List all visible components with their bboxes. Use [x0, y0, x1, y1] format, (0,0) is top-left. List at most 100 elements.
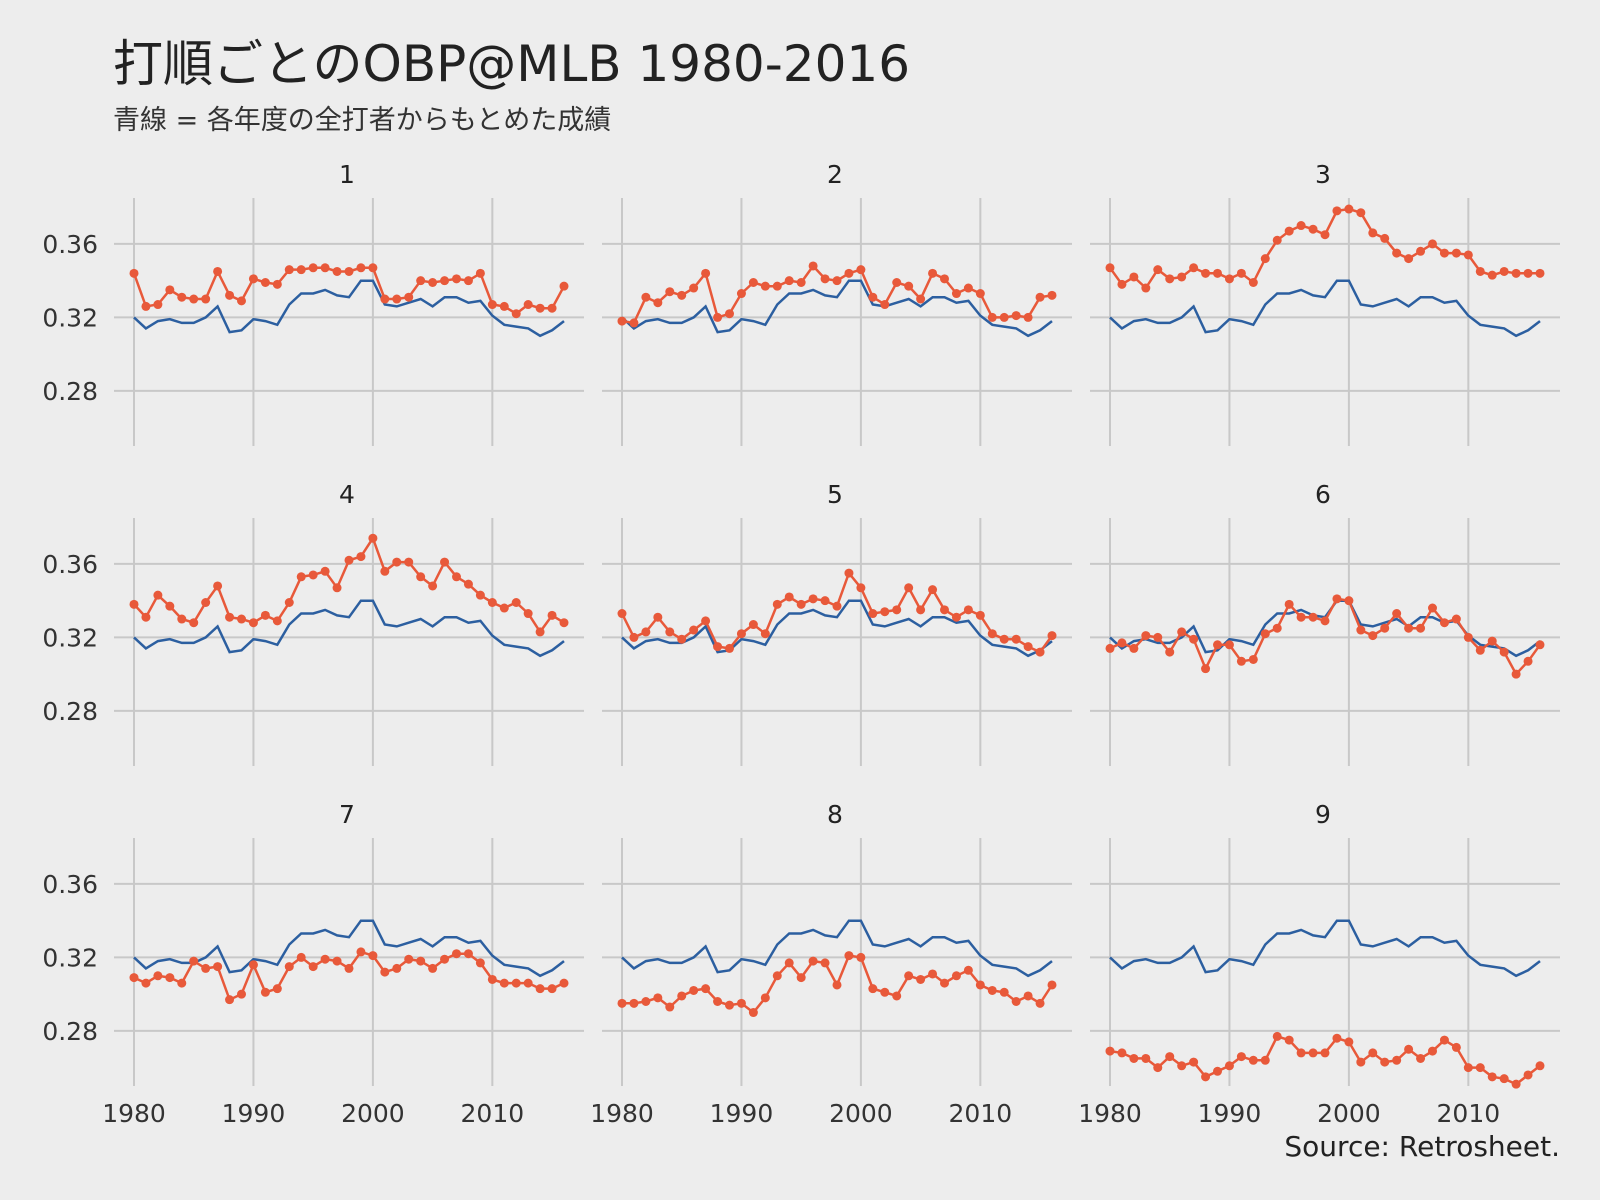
order-point — [1451, 248, 1461, 258]
order-point — [1332, 206, 1342, 216]
y-tick-label: 0.36 — [42, 550, 98, 579]
order-point — [689, 985, 699, 995]
order-point — [523, 609, 533, 619]
order-point — [1165, 274, 1175, 284]
order-point — [404, 292, 414, 302]
order-point — [1499, 1074, 1509, 1084]
order-point — [1035, 647, 1045, 657]
league-line — [621, 599, 1053, 658]
order-point — [856, 952, 866, 962]
order-point — [617, 998, 627, 1008]
order-point — [1189, 634, 1199, 644]
order-point — [1023, 312, 1033, 322]
order-point — [916, 605, 926, 615]
panel-9: 9 1980 1990 2000 2010 — [1078, 800, 1560, 1128]
order-point — [141, 301, 151, 311]
order-point — [1320, 230, 1330, 240]
order-point — [1475, 1063, 1485, 1073]
order-point — [1105, 1046, 1115, 1056]
y-tick-label: 0.28 — [42, 1017, 98, 1046]
order-point — [1487, 270, 1497, 280]
order-point — [404, 954, 414, 964]
order-point — [1296, 1048, 1306, 1058]
order-point — [428, 963, 438, 973]
order-point — [440, 954, 450, 964]
order-point — [487, 598, 497, 608]
order-point — [392, 294, 402, 304]
order-point — [904, 281, 914, 291]
order-point — [1451, 1042, 1461, 1052]
order-point — [1117, 1048, 1127, 1058]
order-point — [248, 618, 258, 628]
order-point — [141, 978, 151, 988]
order-point — [296, 265, 306, 275]
order-point — [189, 956, 199, 966]
order-point — [177, 292, 187, 302]
x-tick-label: 1980 — [102, 1099, 166, 1128]
order-point — [1011, 634, 1021, 644]
order-point — [1499, 266, 1509, 276]
order-point — [284, 962, 294, 972]
order-point — [165, 285, 175, 295]
order-point — [1356, 208, 1366, 218]
order-point — [1165, 1052, 1175, 1062]
order-line — [621, 264, 1053, 325]
order-point — [452, 949, 461, 959]
order-point — [725, 1000, 734, 1010]
order-point — [392, 963, 402, 973]
y-tick-label: 0.32 — [42, 623, 98, 652]
y-tick-label: 0.32 — [42, 303, 98, 332]
order-point — [713, 996, 723, 1006]
order-point — [1177, 272, 1187, 282]
order-point — [1117, 279, 1127, 289]
order-point — [987, 985, 997, 995]
order-point — [344, 555, 354, 565]
order-point — [1248, 1055, 1258, 1065]
order-point — [201, 598, 211, 608]
order-point — [559, 618, 569, 628]
order-point — [368, 951, 378, 961]
order-point — [1141, 1053, 1151, 1063]
order-point — [320, 954, 330, 964]
order-point — [1523, 1070, 1533, 1080]
order-point — [141, 612, 151, 622]
order-point — [1380, 623, 1390, 633]
order-point — [784, 276, 794, 286]
order-point — [1224, 640, 1234, 650]
order-point — [1153, 632, 1163, 642]
order-point — [1260, 629, 1270, 639]
order-point — [856, 265, 866, 275]
order-point — [808, 956, 818, 966]
order-point — [665, 1002, 675, 1012]
order-point — [177, 614, 187, 624]
order-point — [1535, 640, 1545, 650]
order-point — [1047, 980, 1057, 990]
order-point — [1153, 1063, 1163, 1073]
panel-7: 7 0.36 0.32 0.28 1980 1990 2000 2010 — [42, 800, 584, 1128]
order-point — [736, 289, 746, 299]
order-point — [892, 278, 902, 288]
order-point — [1368, 1048, 1378, 1058]
order-point — [653, 612, 663, 622]
order-point — [1189, 263, 1199, 273]
order-point — [880, 987, 890, 997]
order-point — [892, 605, 902, 615]
order-point — [760, 281, 770, 291]
order-point — [189, 294, 199, 304]
order-point — [1213, 268, 1222, 278]
order-point — [499, 301, 509, 311]
order-point — [868, 984, 878, 994]
order-point — [380, 294, 390, 304]
order-point — [880, 607, 890, 617]
order-point — [940, 978, 949, 988]
order-point — [868, 609, 878, 619]
order-point — [629, 318, 639, 328]
order-point — [1284, 226, 1294, 236]
order-point — [880, 300, 890, 310]
order-point — [951, 971, 961, 981]
order-point — [677, 634, 687, 644]
order-point — [511, 598, 521, 608]
league-line — [1109, 599, 1541, 658]
panel-label: 1 — [339, 160, 355, 189]
order-point — [987, 629, 997, 639]
